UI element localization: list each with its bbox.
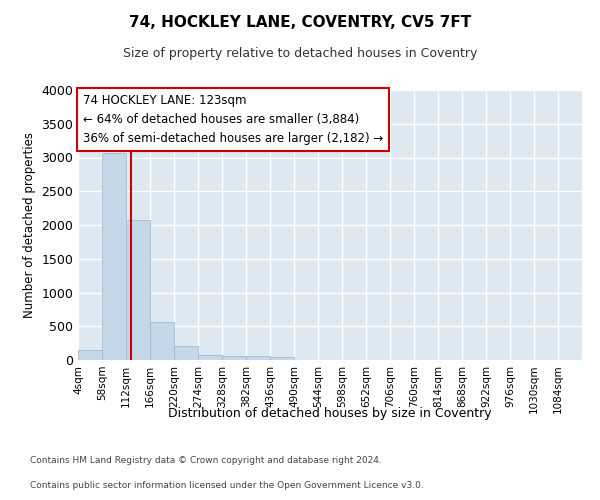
- Bar: [150, 322, 173, 360]
- Text: Distribution of detached houses by size in Coventry: Distribution of detached houses by size …: [168, 408, 492, 420]
- Bar: [78, 350, 101, 360]
- Bar: [102, 154, 125, 360]
- Bar: [246, 356, 269, 360]
- Text: 74, HOCKLEY LANE, COVENTRY, CV5 7FT: 74, HOCKLEY LANE, COVENTRY, CV5 7FT: [129, 15, 471, 30]
- Text: 74 HOCKLEY LANE: 123sqm
← 64% of detached houses are smaller (3,884)
36% of semi: 74 HOCKLEY LANE: 123sqm ← 64% of detache…: [83, 94, 383, 145]
- Bar: [222, 356, 245, 360]
- Bar: [126, 220, 149, 360]
- Text: Size of property relative to detached houses in Coventry: Size of property relative to detached ho…: [123, 48, 477, 60]
- Text: Contains public sector information licensed under the Open Government Licence v3: Contains public sector information licen…: [30, 481, 424, 490]
- Bar: [270, 357, 293, 360]
- Text: Contains HM Land Registry data © Crown copyright and database right 2024.: Contains HM Land Registry data © Crown c…: [30, 456, 382, 465]
- Y-axis label: Number of detached properties: Number of detached properties: [23, 132, 36, 318]
- Bar: [198, 354, 221, 360]
- Bar: [174, 346, 197, 360]
